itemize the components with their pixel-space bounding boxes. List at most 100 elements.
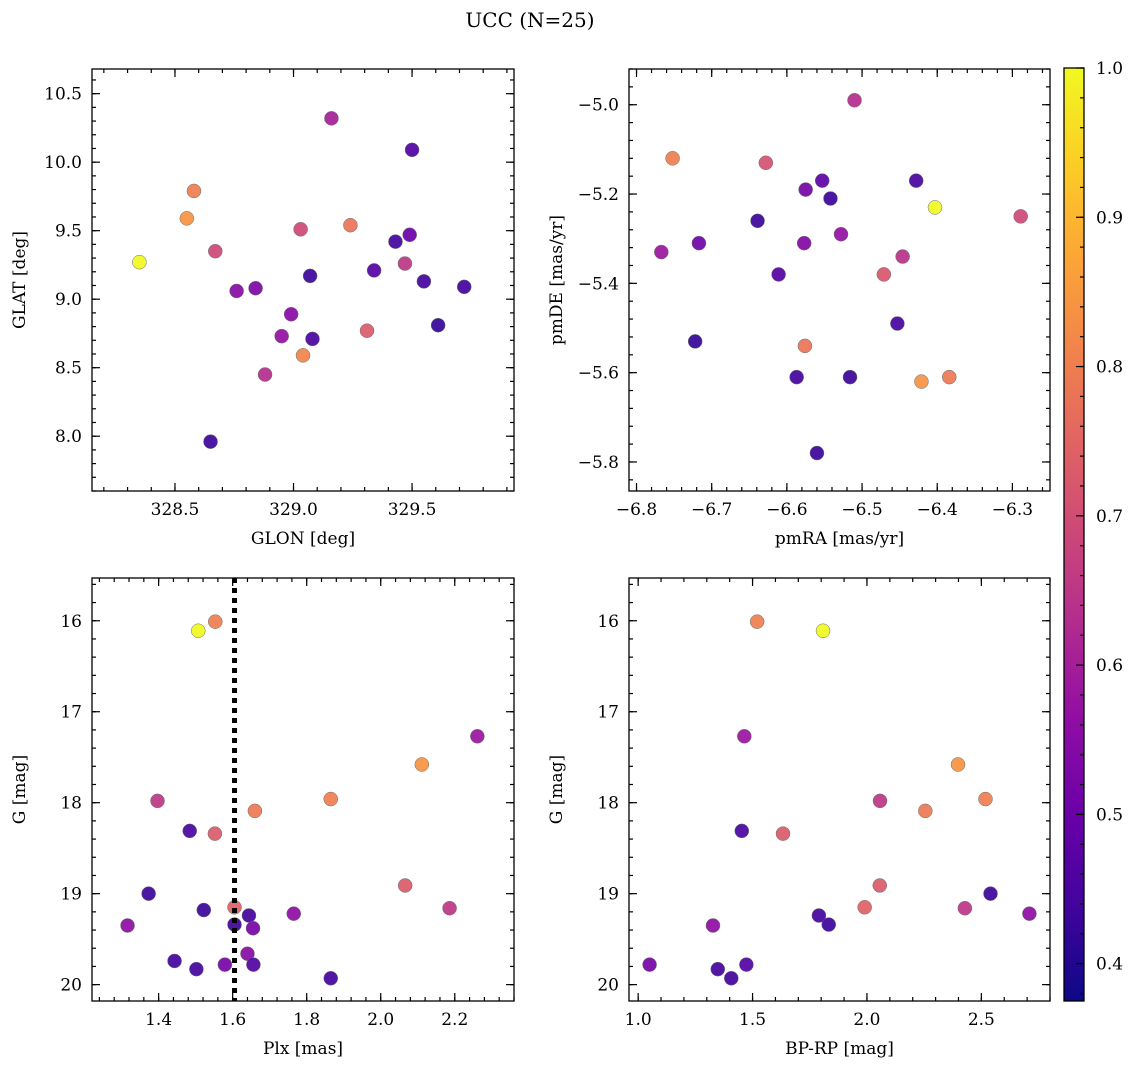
data-point xyxy=(295,348,311,363)
data-point xyxy=(1022,906,1037,921)
x-tick-label: 2.0 xyxy=(853,1010,880,1030)
y-tick-label: 10.5 xyxy=(44,85,82,105)
x-tick-label: 2.2 xyxy=(441,1010,468,1030)
data-point xyxy=(141,886,156,901)
x-tick-label: 1.8 xyxy=(293,1010,320,1030)
data-point xyxy=(908,173,924,188)
data-point xyxy=(366,263,382,278)
y-axis-label: G [mag] xyxy=(10,755,30,824)
data-point xyxy=(758,155,774,171)
points xyxy=(120,578,485,1001)
colorbar-tick-label: 0.5 xyxy=(1096,805,1123,825)
y-tick-label: 20 xyxy=(60,976,82,996)
data-point xyxy=(789,369,804,385)
data-point xyxy=(950,757,966,772)
data-point xyxy=(750,213,765,229)
y-tick-label: −5.6 xyxy=(578,364,619,384)
x-tick-label: 1.6 xyxy=(219,1010,246,1030)
axes-frame xyxy=(628,577,1051,1002)
data-point xyxy=(343,217,358,233)
data-point xyxy=(208,243,223,259)
data-point xyxy=(876,267,892,282)
data-point xyxy=(890,316,905,331)
data-point xyxy=(749,614,765,629)
y-tick-label: 19 xyxy=(60,885,82,905)
colorbar-tick-label: 1.0 xyxy=(1096,59,1123,79)
data-point xyxy=(246,957,261,972)
data-point xyxy=(710,961,726,977)
data-point xyxy=(442,900,457,916)
x-tick-label: 2.5 xyxy=(968,1010,995,1030)
data-point xyxy=(734,823,750,839)
y-tick-label: 10.0 xyxy=(44,153,82,173)
y-tick-label: 17 xyxy=(597,703,619,723)
data-point xyxy=(397,878,413,893)
x-tick-label: 329.5 xyxy=(388,500,437,520)
data-point xyxy=(274,328,289,344)
data-point xyxy=(872,793,888,809)
y-tick-label: −5.8 xyxy=(578,453,619,473)
data-point xyxy=(927,200,943,215)
data-point xyxy=(305,331,320,347)
y-axis-label: pmDE [mas/yr] xyxy=(547,215,567,345)
data-point xyxy=(241,908,257,923)
data-point xyxy=(918,803,933,819)
ticks xyxy=(629,578,1051,1001)
axes-frame xyxy=(91,68,515,492)
data-point xyxy=(833,226,849,242)
data-point xyxy=(811,908,827,923)
x-tick-label: 328.5 xyxy=(151,500,200,520)
x-tick-label: 1.4 xyxy=(145,1010,172,1030)
ticks xyxy=(92,69,514,492)
data-point xyxy=(414,757,430,772)
y-tick-label: 8.5 xyxy=(55,359,82,379)
data-point xyxy=(797,338,813,354)
data-point xyxy=(430,317,446,333)
y-tick-label: 8.0 xyxy=(55,427,82,447)
data-point xyxy=(814,173,830,188)
y-tick-label: 20 xyxy=(597,976,619,996)
data-point xyxy=(914,374,929,389)
ticks xyxy=(92,578,515,1001)
y-axis-label: GLAT [deg] xyxy=(10,231,30,329)
data-point xyxy=(257,367,273,382)
ticks xyxy=(629,68,1050,491)
data-point xyxy=(456,279,472,295)
y-tick-label: −5.2 xyxy=(578,185,619,205)
data-point xyxy=(842,369,858,385)
y-tick-label: 16 xyxy=(597,612,619,632)
y-tick-label: 16 xyxy=(60,612,82,632)
data-point xyxy=(208,614,223,629)
data-point xyxy=(705,918,721,933)
data-point xyxy=(895,249,910,264)
data-point xyxy=(821,917,836,932)
data-point xyxy=(737,729,752,744)
data-point xyxy=(397,256,413,271)
panel-1: 328.5 329.0 329.5 8.0 8.5 9.0 9.5 10.0 10.5 GLON … xyxy=(10,68,515,549)
data-point xyxy=(359,323,375,338)
data-point xyxy=(302,268,318,284)
x-tick-label: −6.4 xyxy=(917,500,958,520)
panel-2: −6.8 −6.7 −6.6 −6.5 −6.4 −6.3 −5.8 −5.6 −5.4 −5.2… xyxy=(547,68,1051,549)
data-point xyxy=(775,826,791,841)
x-tick-label: −6.6 xyxy=(766,500,807,520)
x-axis-label: pmRA [mas/yr] xyxy=(775,529,904,549)
data-point xyxy=(983,886,998,901)
x-axis-label: BP-RP [mag] xyxy=(785,1039,894,1059)
data-point xyxy=(847,93,862,108)
data-point xyxy=(654,244,669,260)
data-point xyxy=(182,823,197,839)
y-tick-label: 19 xyxy=(597,885,619,905)
data-point xyxy=(815,623,831,639)
data-point xyxy=(823,191,838,206)
data-point xyxy=(724,971,739,986)
points xyxy=(642,614,1037,986)
data-point xyxy=(283,307,299,322)
data-point xyxy=(132,254,147,270)
data-point xyxy=(286,906,301,921)
data-point xyxy=(857,900,872,915)
y-tick-label: 9.0 xyxy=(55,290,82,310)
data-point xyxy=(186,183,202,199)
panel-4: 1.0 1.5 2.0 2.5 16 17 18 19 20 BP-RP [mag] G [mag] xyxy=(547,577,1051,1059)
